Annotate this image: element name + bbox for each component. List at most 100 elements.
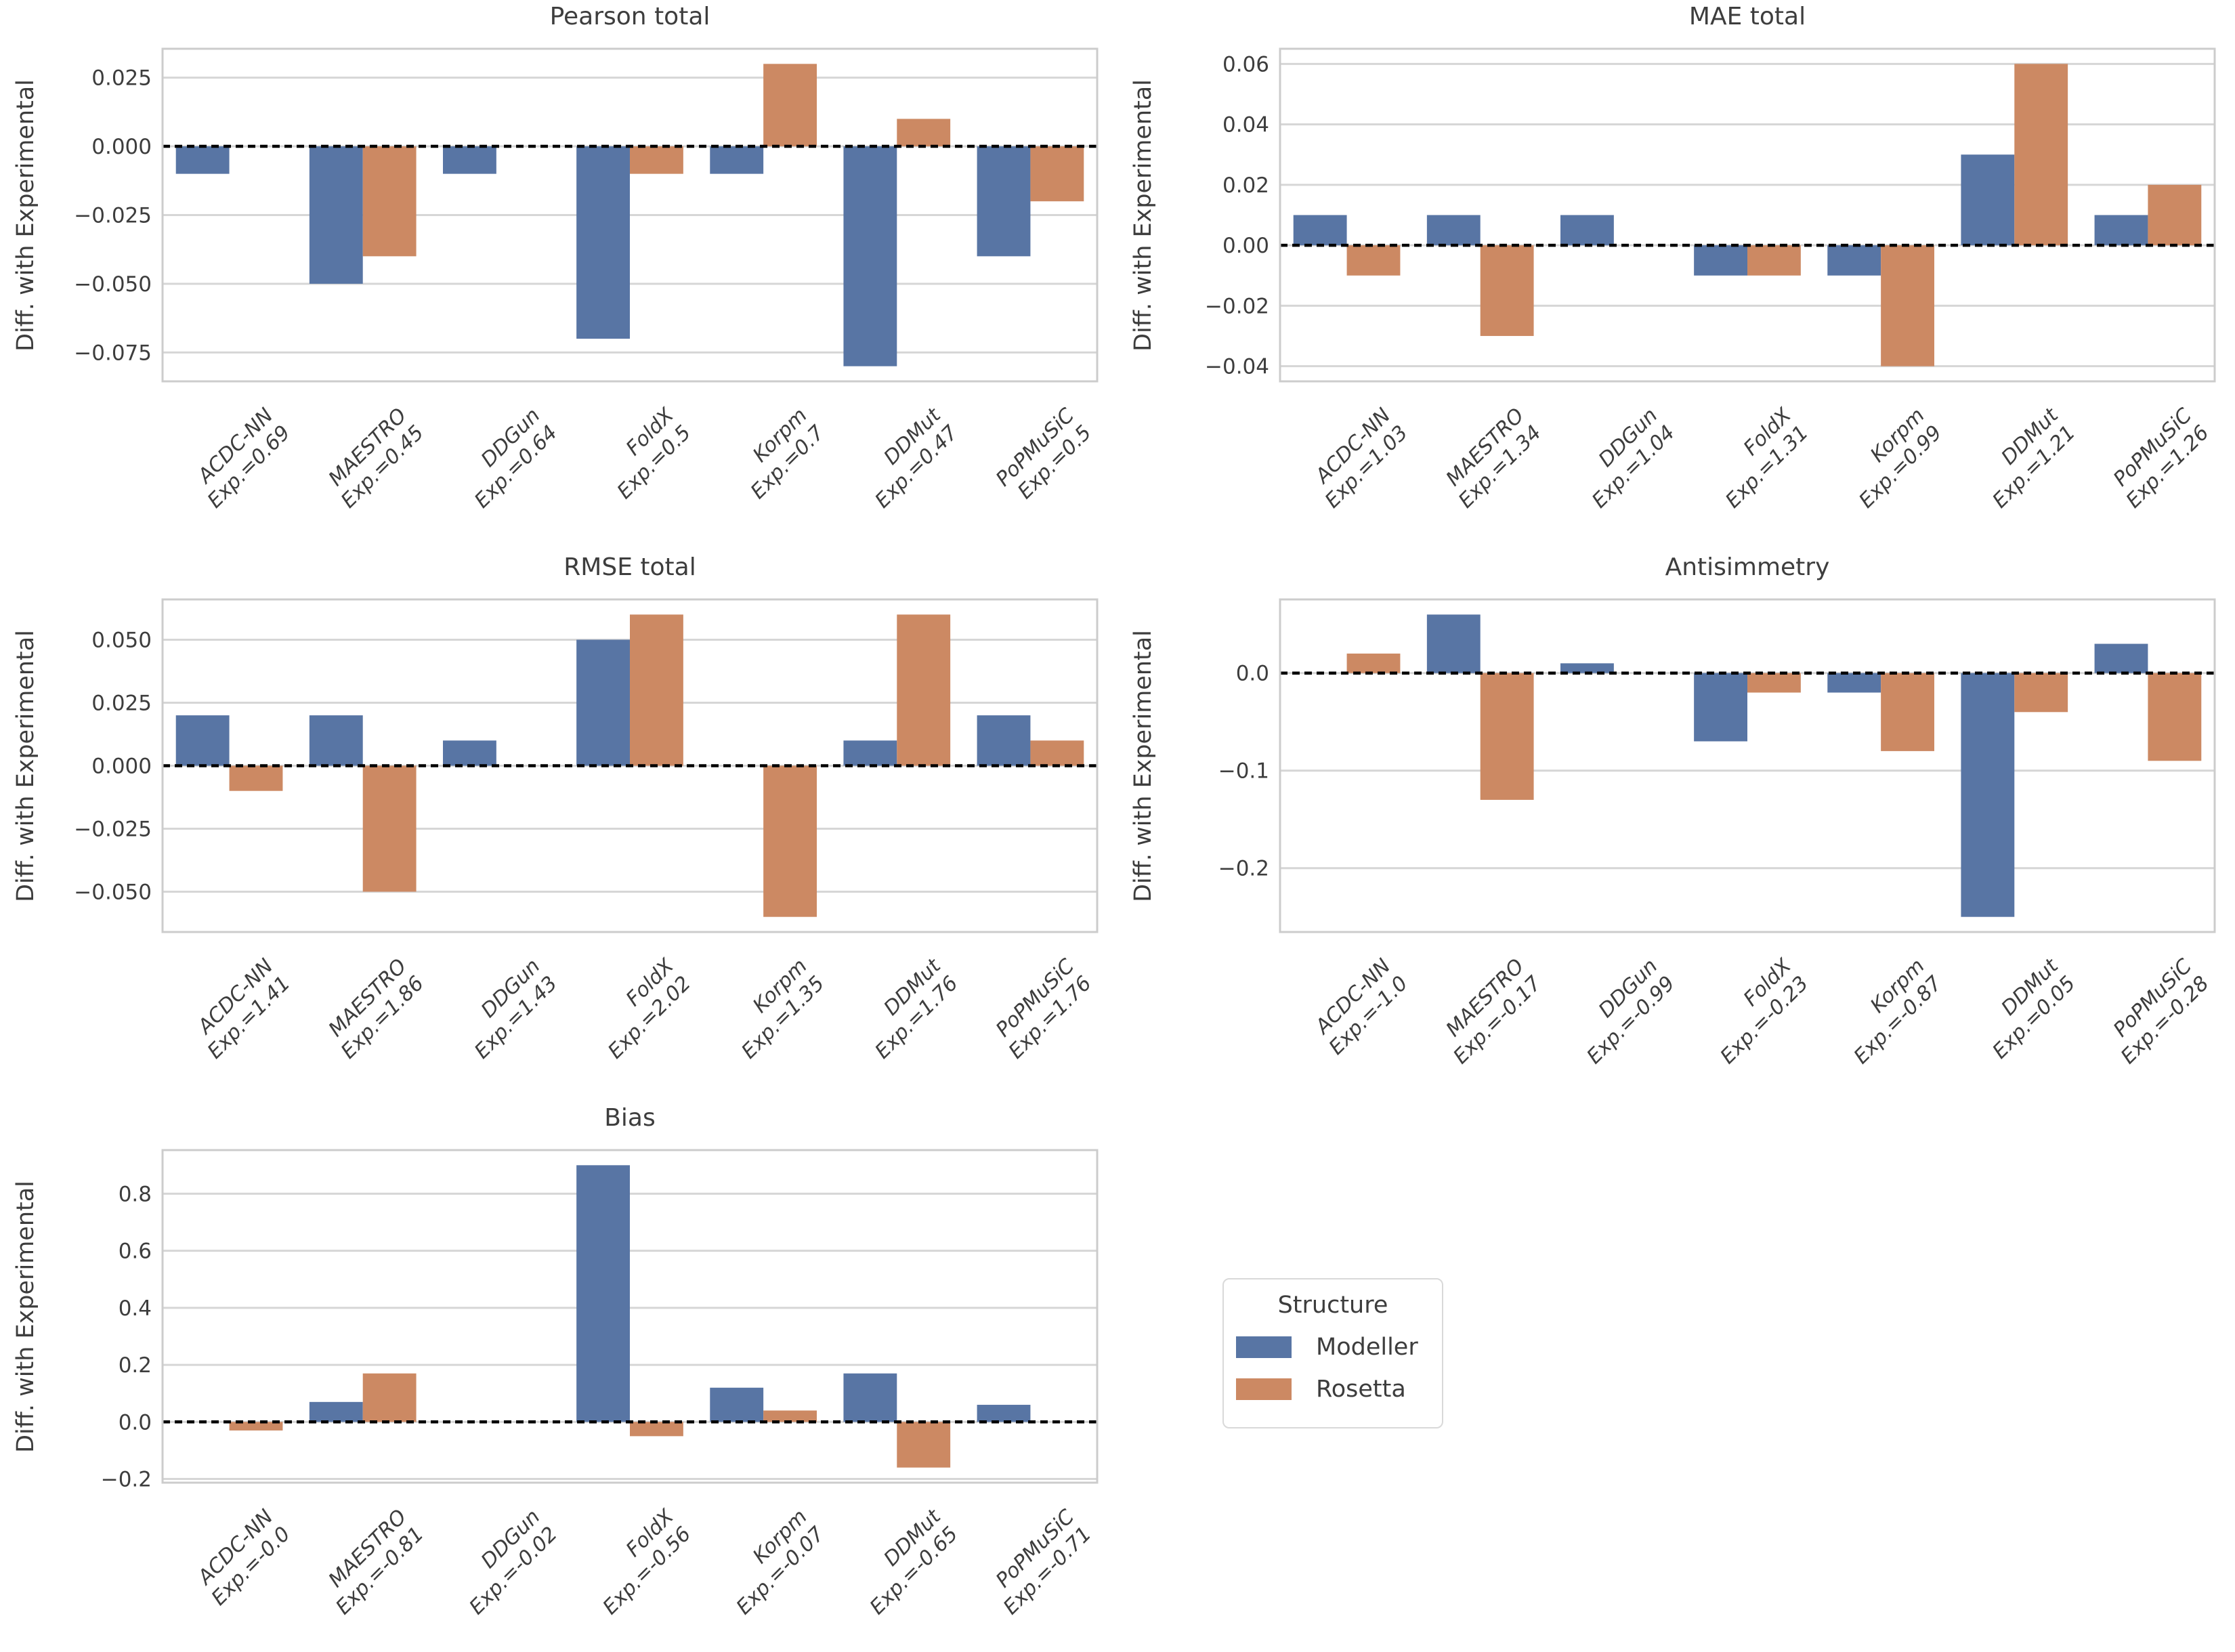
x-tick-label: PoPMuSiCExp.=1.76 <box>987 954 1096 1063</box>
y-tick-label: 0.6 <box>119 1240 152 1264</box>
bar-modeller-PoPMuSiC <box>977 1405 1031 1422</box>
bar-rosetta-FoldX <box>630 146 683 174</box>
bar-rosetta-ACDC-NN <box>229 1422 283 1431</box>
chart-title: Pearson total <box>549 3 710 30</box>
bar-modeller-PoPMuSiC <box>2094 643 2148 673</box>
bar-modeller-PoPMuSiC <box>977 146 1031 257</box>
bar-modeller-Korpm <box>710 146 764 174</box>
x-tick-label: DDGunExp.=-0.99 <box>1565 954 1680 1069</box>
y-tick-label: 0.050 <box>91 629 152 653</box>
legend: Structure Modeller Rosetta <box>1222 1278 1443 1428</box>
x-tick-label: FoldXExp.=-0.23 <box>1699 954 1814 1069</box>
bar-rosetta-ACDC-NN <box>229 765 283 791</box>
y-tick-label: 0.000 <box>91 755 152 779</box>
bar-rosetta-MAESTRO <box>1480 673 1534 800</box>
plot-border <box>161 598 1099 933</box>
y-tick-label: 0.8 <box>119 1182 152 1206</box>
subplot-bias: Bias Diff. with Experimental 0.8 0.6 0.4 0.… <box>0 1101 1118 1652</box>
bar-rosetta-FoldX <box>1747 673 1801 693</box>
x-tick-label: ACDC-NNExp.=-1.0 <box>1307 954 1413 1060</box>
x-tick-label: DDMutExp.=0.05 <box>1971 954 2081 1063</box>
x-tick-label: KorpmExp.=0.99 <box>1837 404 1946 513</box>
bar-modeller-Korpm <box>1827 245 1881 276</box>
bar-rosetta-DDMut <box>2014 673 2068 713</box>
x-tick-label: DDMutExp.=1.76 <box>853 954 963 1063</box>
bar-rosetta-ACDC-NN <box>1346 245 1401 276</box>
bar-rosetta-PoPMuSiC <box>2148 184 2202 246</box>
y-tick-label: 0.000 <box>91 135 152 159</box>
bar-rosetta-Korpm <box>763 64 817 147</box>
x-tick-label: FoldXExp.=-0.56 <box>581 1504 696 1619</box>
subplot-pearson-total: Pearson total Diff. with Experimental 0.… <box>0 0 1118 551</box>
bar-rosetta-PoPMuSiC <box>1030 740 1084 766</box>
bar-rosetta-PoPMuSiC <box>2148 673 2202 761</box>
plot-border <box>161 47 1099 383</box>
bar-rosetta-MAESTRO <box>1480 245 1534 337</box>
subplot-antisimmetry: Antisimmetry Diff. with Experimental 0.0… <box>1118 551 2235 1101</box>
y-tick-label: 0.4 <box>119 1296 152 1321</box>
bar-rosetta-PoPMuSiC <box>1030 146 1084 202</box>
x-tick-label: DDGunExp.=1.43 <box>453 954 562 1063</box>
bar-modeller-DDMut <box>1961 673 2015 917</box>
x-tick-label: MAESTROExp.=-0.81 <box>314 1505 429 1619</box>
x-tick-label: DDGunExp.=1.04 <box>1571 404 1680 513</box>
bar-rosetta-Korpm <box>763 1410 817 1422</box>
bar-modeller-DDMut <box>1961 154 2015 246</box>
y-tick-label: 0.2 <box>119 1353 152 1378</box>
x-tick-label: DDMutExp.=1.21 <box>1971 403 2081 513</box>
y-tick-label: −0.1 <box>1218 759 1269 784</box>
bar-modeller-MAESTRO <box>309 1401 363 1422</box>
x-tick-label: PoPMuSiCExp.=-0.28 <box>2100 954 2214 1069</box>
x-tick-label: KorpmExp.=0.7 <box>729 404 829 504</box>
bar-rosetta-DDMut <box>2014 64 2068 246</box>
x-tick-label: DDMutExp.=-0.65 <box>848 1504 963 1619</box>
bar-rosetta-FoldX <box>630 1422 683 1437</box>
x-tick-label: ACDC-NNExp.=-0.0 <box>190 1505 295 1611</box>
x-tick-label: KorpmExp.=1.35 <box>720 954 829 1063</box>
y-tick-label: 0.0 <box>119 1410 152 1435</box>
x-tick-label: KorpmExp.=-0.87 <box>1832 954 1946 1069</box>
subplot-rmse-total: RMSE total Diff. with Experimental 0.050… <box>0 551 1118 1101</box>
bar-modeller-ACDC-NN <box>175 715 230 766</box>
bar-modeller-ACDC-NN <box>1293 215 1347 246</box>
bar-modeller-DDMut <box>843 1373 897 1422</box>
bar-rosetta-MAESTRO <box>362 146 417 257</box>
bar-rosetta-Korpm <box>1881 673 1934 751</box>
x-tick-label: MAESTROExp.=0.45 <box>319 404 428 513</box>
bar-modeller-ACDC-NN <box>175 146 230 174</box>
bar-rosetta-MAESTRO <box>362 1373 417 1422</box>
y-tick-label: −0.04 <box>1205 355 1269 379</box>
x-tick-label: ACDC-NNExp.=1.03 <box>1303 404 1412 513</box>
plot-border <box>161 1149 1099 1484</box>
bar-modeller-FoldX <box>1694 673 1747 742</box>
y-tick-label: −0.02 <box>1205 294 1269 318</box>
bar-modeller-FoldX <box>1694 245 1747 276</box>
bar-rosetta-DDMut <box>897 119 951 147</box>
bar-rosetta-Korpm <box>763 765 817 917</box>
x-tick-label: MAESTROExp.=1.34 <box>1436 404 1546 513</box>
y-tick-label: 0.025 <box>91 692 152 716</box>
y-tick-label: 0.025 <box>91 66 152 91</box>
legend-cell: Structure Modeller Rosetta <box>1118 1101 2235 1652</box>
bar-modeller-DDGun <box>1560 663 1614 673</box>
bar-rosetta-MAESTRO <box>362 765 417 892</box>
x-tick-label: KorpmExp.=-0.07 <box>715 1505 829 1619</box>
bar-modeller-FoldX <box>576 1165 630 1422</box>
x-tick-label: FoldXExp.=1.31 <box>1704 403 1814 513</box>
bar-rosetta-FoldX <box>630 614 683 766</box>
chart-svg-bias: 0.8 0.6 0.4 0.2 0.0 −0.2 ACDC-NNExp.=-0.0 MAEST… <box>101 1149 1099 1619</box>
y-tick-label: 0.04 <box>1222 113 1269 137</box>
chart-svg-pearson-total: 0.025 0.000 −0.025 −0.050 −0.075 ACDC-NNExp.=… <box>74 47 1099 513</box>
chart-title: RMSE total <box>563 553 696 581</box>
y-tick-label: 0.0 <box>1236 662 1269 686</box>
legend-label-rosetta: Rosetta <box>1316 1376 1406 1403</box>
bar-modeller-FoldX <box>576 146 630 339</box>
bar-modeller-MAESTRO <box>1426 614 1481 673</box>
bar-modeller-DDGun <box>443 146 496 174</box>
y-tick-label: −0.050 <box>74 272 152 297</box>
x-tick-label: DDGunExp.=0.64 <box>453 404 562 513</box>
bar-modeller-MAESTRO <box>309 146 363 284</box>
legend-title: Structure <box>1277 1292 1388 1319</box>
legend-entry-modeller: Modeller <box>1236 1334 1442 1361</box>
